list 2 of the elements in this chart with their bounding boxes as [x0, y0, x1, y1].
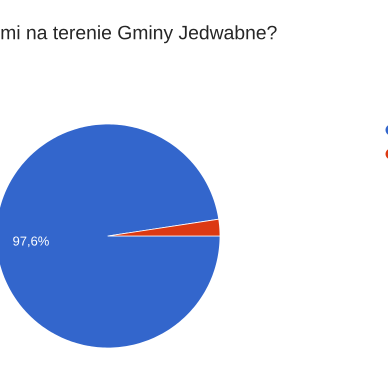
chart-title: mi na terenie Gminy Jedwabne? [1, 25, 277, 44]
data-label: 97,6% [13, 236, 49, 248]
